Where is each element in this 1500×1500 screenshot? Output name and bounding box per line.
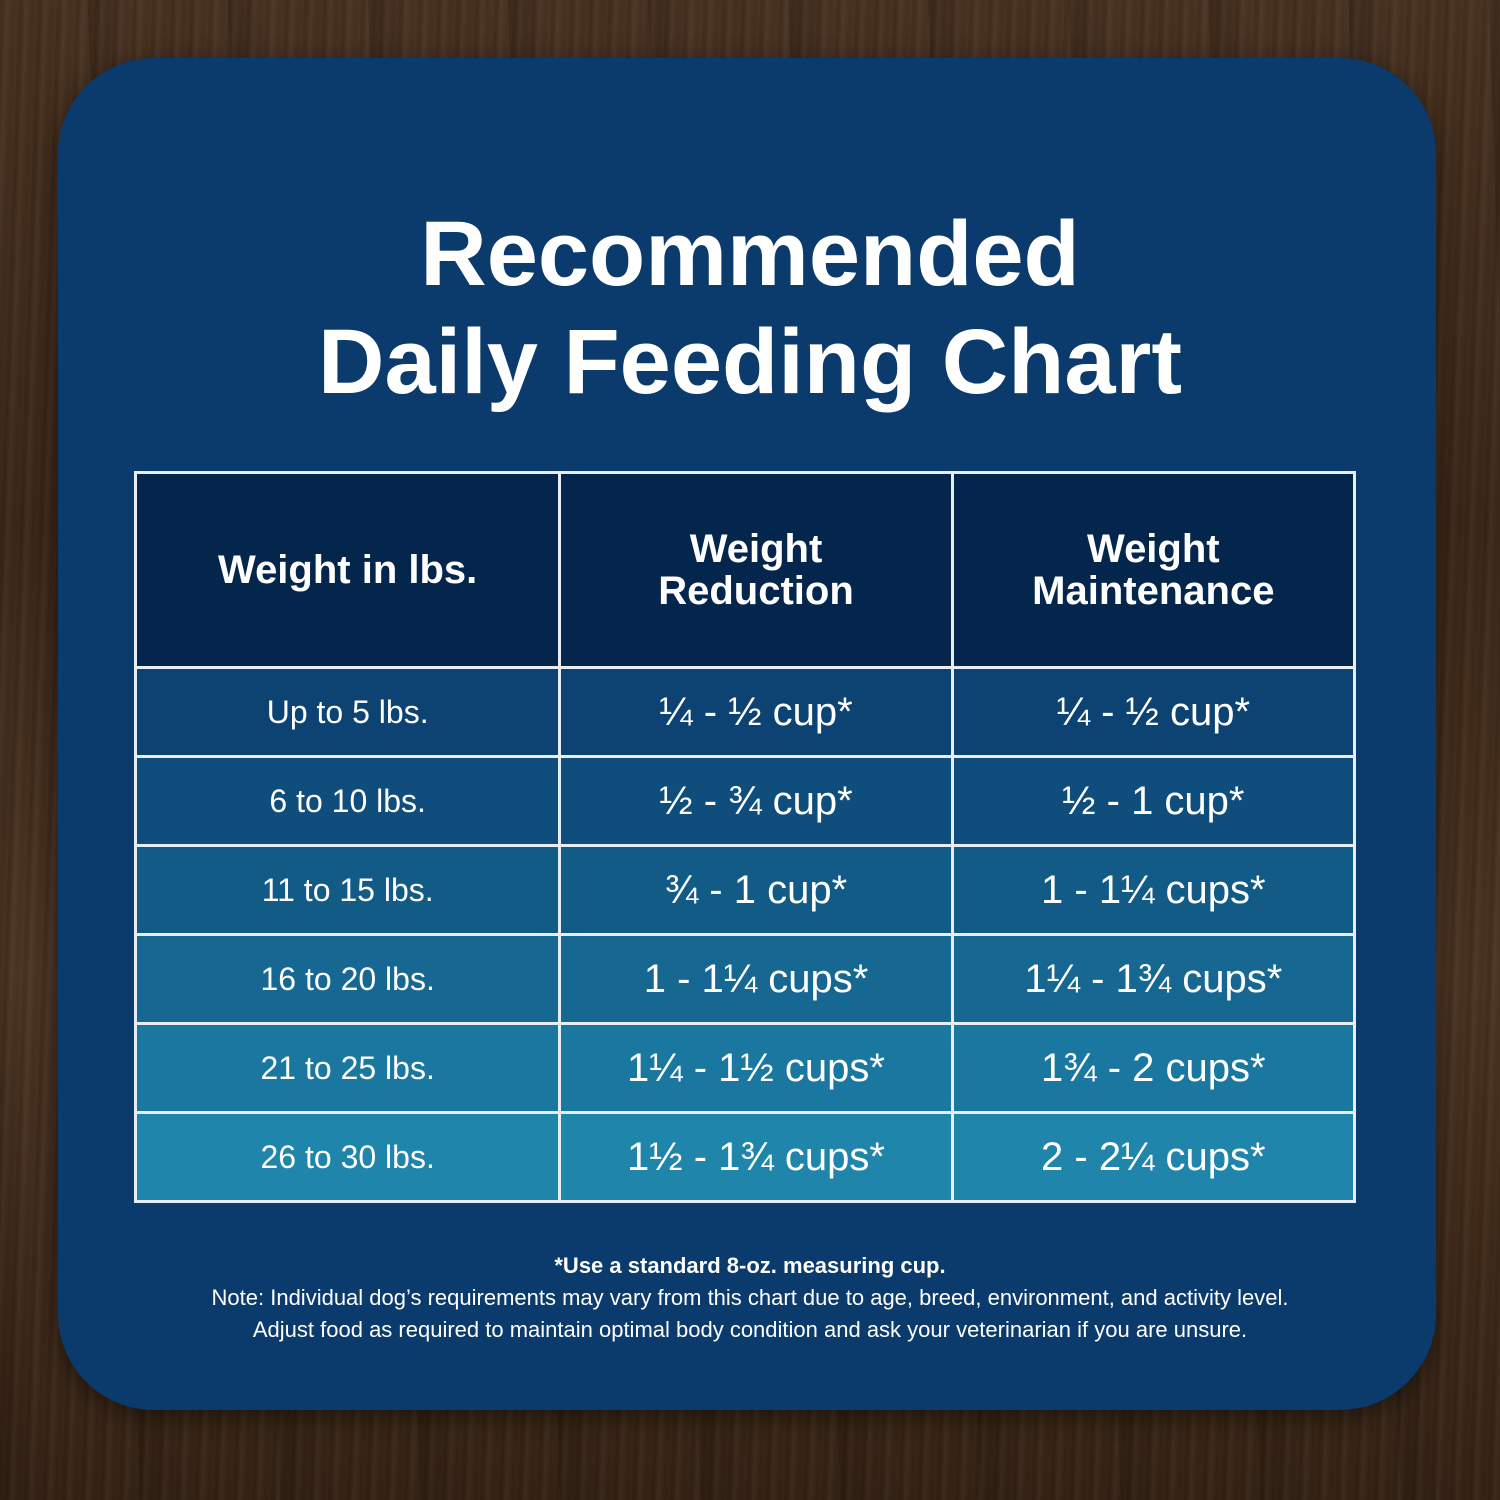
notes-block: *Use a standard 8-oz. measuring cup. Not… [0,1250,1500,1346]
footnote: *Use a standard 8-oz. measuring cup. [554,1253,946,1278]
reduction-cell: ½ - ¾ cup* [558,755,954,847]
title-line-1: Recommended [420,203,1080,305]
table-row: 6 to 10 lbs. ½ - ¾ cup* ½ - 1 cup* [133,755,1357,847]
reduction-cell: 1 - 1¼ cups* [558,933,954,1025]
maintenance-cell: 2 - 2¼ cups* [950,1111,1357,1203]
header-weight-maintenance-text: Weight Maintenance [1032,527,1275,613]
title-line-2: Daily Feeding Chart [318,311,1182,413]
note-line-2: Adjust food as required to maintain opti… [252,1317,1248,1342]
maintenance-cell: 1 - 1¼ cups* [950,844,1357,936]
maintenance-cell: ½ - 1 cup* [950,755,1357,847]
reduction-cell: 1¼ - 1½ cups* [558,1022,954,1114]
reduction-cell: ¾ - 1 cup* [558,844,954,936]
weight-cell: Up to 5 lbs. [133,666,562,758]
header-weight-maintenance: Weight Maintenance [950,471,1357,669]
maintenance-cell: 1¾ - 2 cups* [950,1022,1357,1114]
note-line-1: Note: Individual dog’s requirements may … [211,1285,1289,1310]
weight-cell: 26 to 30 lbs. [133,1111,562,1203]
table-row: 26 to 30 lbs. 1½ - 1¾ cups* 2 - 2¼ cups* [133,1111,1357,1203]
page-title: Recommended Daily Feeding Chart [0,200,1500,416]
table-row: Up to 5 lbs. ¼ - ½ cup* ¼ - ½ cup* [133,666,1357,758]
table-row: 16 to 20 lbs. 1 - 1¼ cups* 1¼ - 1¾ cups* [133,933,1357,1025]
feeding-table: Weight in lbs. Weight Reduction Weight M… [133,471,1357,1203]
weight-cell: 11 to 15 lbs. [133,844,562,936]
weight-cell: 16 to 20 lbs. [133,933,562,1025]
header-weight-reduction-text: Weight Reduction [658,527,854,613]
maintenance-cell: 1¼ - 1¾ cups* [950,933,1357,1025]
header-weight: Weight in lbs. [133,471,562,669]
weight-cell: 6 to 10 lbs. [133,755,562,847]
table-header-row: Weight in lbs. Weight Reduction Weight M… [133,471,1357,669]
maintenance-cell: ¼ - ½ cup* [950,666,1357,758]
table-row: 11 to 15 lbs. ¾ - 1 cup* 1 - 1¼ cups* [133,844,1357,936]
table-row: 21 to 25 lbs. 1¼ - 1½ cups* 1¾ - 2 cups* [133,1022,1357,1114]
reduction-cell: ¼ - ½ cup* [558,666,954,758]
weight-cell: 21 to 25 lbs. [133,1022,562,1114]
reduction-cell: 1½ - 1¾ cups* [558,1111,954,1203]
header-weight-reduction: Weight Reduction [558,471,954,669]
